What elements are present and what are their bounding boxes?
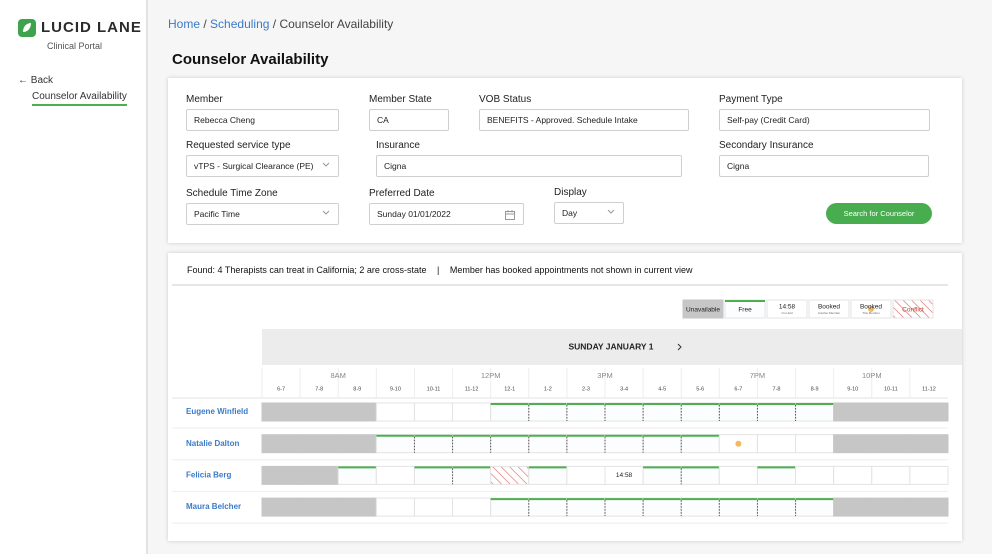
breadcrumb: Home / Scheduling / Counselor Availabili… [168, 17, 393, 31]
form-field: Insurance Cigna [376, 140, 682, 177]
field-label: Preferred Date [369, 188, 435, 199]
field-label: Secondary Insurance [719, 140, 814, 151]
breadcrumb-separator: / [203, 17, 207, 31]
form-field: Schedule Time Zone Pacific Time [186, 188, 339, 225]
form-field: Display Day [554, 187, 624, 224]
field-value: Day [562, 208, 578, 218]
select[interactable]: Day [554, 202, 624, 224]
breadcrumb-link[interactable]: Scheduling [210, 17, 270, 31]
field-label: Member [186, 94, 223, 105]
field-value: Cigna [727, 161, 750, 171]
calendar-icon [505, 210, 515, 220]
sidebar: LUCID LANE Clinical Portal ← Back Counse… [0, 0, 148, 554]
brand: LUCID LANE [41, 19, 142, 36]
select[interactable]: Pacific Time [186, 203, 339, 225]
form-field: Secondary Insurance Cigna [719, 140, 929, 177]
breadcrumb-separator: / [272, 17, 277, 31]
back-link[interactable]: ← Back [18, 75, 54, 86]
field-value: CA [377, 115, 389, 125]
results-card [168, 253, 962, 541]
field-value: Rebecca Cheng [194, 115, 255, 125]
field-value: BENEFITS - Approved. Schedule Intake [487, 115, 638, 125]
text-input[interactable]: Cigna [719, 155, 929, 177]
form-field: Preferred Date Sunday 01/01/2022 [369, 188, 524, 225]
form-field: Requested service type vTPS - Surgical Cl… [186, 140, 339, 177]
select[interactable]: vTPS - Surgical Clearance (PE) [186, 155, 339, 177]
summary-text: Found: 4 Therapists can treat in Califor… [187, 265, 427, 275]
select-chevron [322, 162, 330, 167]
text-input[interactable]: Cigna [376, 155, 682, 177]
text-input[interactable]: CA [369, 109, 449, 131]
field-value: Self-pay (Credit Card) [727, 115, 810, 125]
breadcrumb-link[interactable]: Home [168, 17, 201, 31]
search-button[interactable]: Search for Counselor [826, 203, 932, 224]
form-field: Payment Type Self-pay (Credit Card) [719, 94, 930, 131]
select-chevron [607, 209, 615, 214]
field-label: VOB Status [479, 94, 532, 105]
page-title: Counselor Availability [172, 51, 329, 68]
form-field: Member Rebecca Cheng [186, 94, 339, 131]
breadcrumb-current: Counselor Availability [279, 17, 394, 31]
text-input[interactable]: Rebecca Cheng [186, 109, 339, 131]
field-label: Display [554, 187, 587, 198]
text-input[interactable]: Self-pay (Credit Card) [719, 109, 930, 131]
nav-item[interactable]: Counselor Availability [32, 91, 127, 106]
brand-subtitle: Clinical Portal [47, 41, 103, 51]
field-label: Insurance [376, 140, 420, 151]
text-input[interactable]: BENEFITS - Approved. Schedule Intake [479, 109, 689, 131]
logo-icon [18, 19, 36, 37]
summary-note: Member has booked appointments not shown… [449, 265, 693, 275]
select-chevron [322, 210, 330, 215]
field-label: Payment Type [719, 94, 783, 105]
field-label: Member State [369, 94, 432, 105]
field-label: Schedule Time Zone [186, 188, 278, 199]
field-label: Requested service type [186, 140, 291, 151]
field-value: vTPS - Surgical Clearance (PE) [194, 161, 314, 171]
results-summary: Found: 4 Therapists can treat in Califor… [187, 265, 692, 275]
field-value: Sunday 01/01/2022 [377, 209, 451, 219]
select[interactable]: Sunday 01/01/2022 [369, 203, 524, 225]
form-field: VOB Status BENEFITS - Approved. Schedule … [479, 94, 689, 131]
summary-divider: | [436, 265, 440, 275]
form-field: Member State CA [369, 94, 449, 131]
field-value: Pacific Time [194, 209, 240, 219]
field-value: Cigna [384, 161, 407, 171]
